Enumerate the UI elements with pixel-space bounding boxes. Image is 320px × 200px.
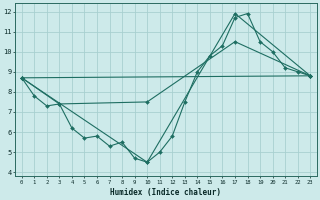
X-axis label: Humidex (Indice chaleur): Humidex (Indice chaleur)	[110, 188, 221, 197]
